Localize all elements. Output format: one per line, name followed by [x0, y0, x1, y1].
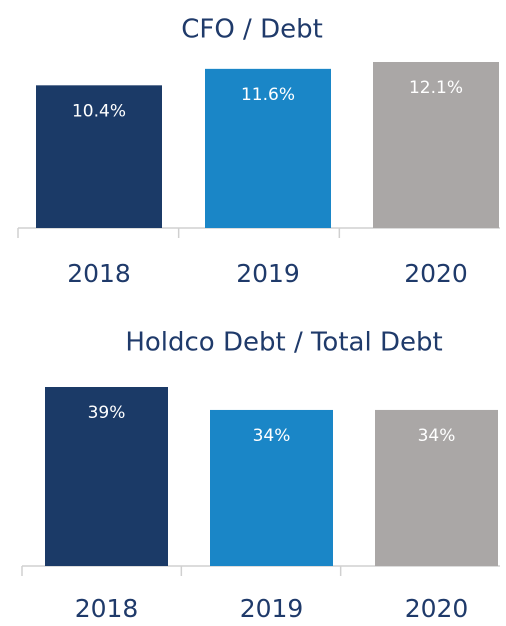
chart-title: CFO / Debt [181, 15, 323, 45]
x-tick-label: 2019 [240, 594, 304, 623]
bar [205, 68, 331, 229]
x-tick-label: 2020 [405, 594, 469, 623]
x-tick-label: 2020 [404, 259, 468, 288]
value-label: 39% [88, 403, 126, 423]
bar [210, 409, 333, 566]
bar [373, 62, 499, 228]
value-label: 12.1% [409, 78, 463, 98]
value-label: 34% [418, 426, 456, 446]
value-label: 11.6% [241, 85, 295, 105]
value-label: 10.4% [72, 101, 126, 121]
x-tick-label: 2018 [75, 594, 139, 623]
bar [36, 85, 162, 228]
bar [375, 409, 498, 566]
x-tick-label: 2018 [67, 259, 131, 288]
chart-title: Holdco Debt / Total Debt [125, 328, 442, 358]
x-tick-label: 2019 [236, 259, 300, 288]
value-label: 34% [253, 426, 291, 446]
bar [45, 387, 168, 566]
